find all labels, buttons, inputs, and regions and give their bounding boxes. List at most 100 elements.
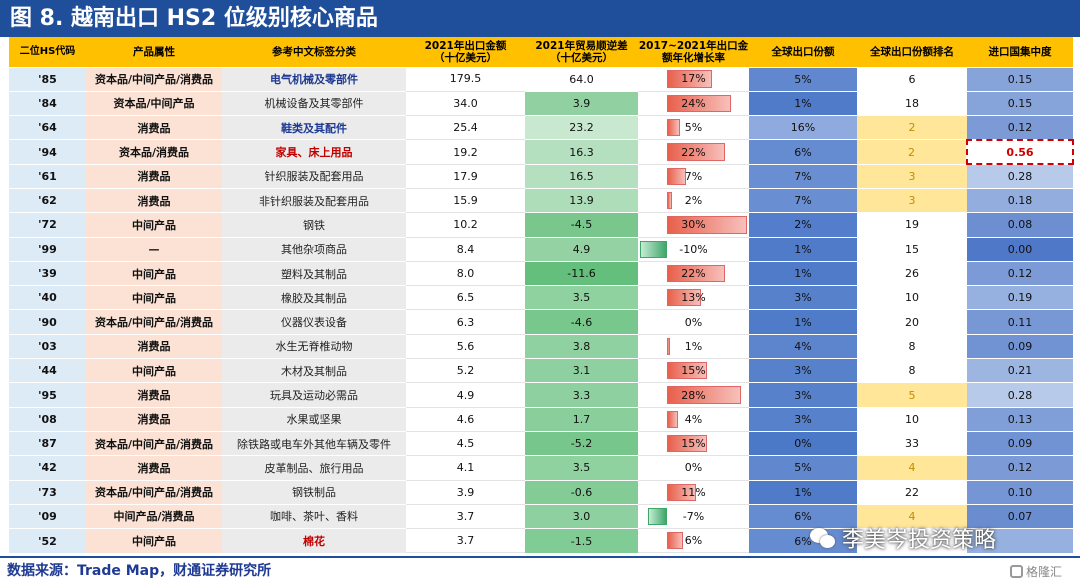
global-share-rank-cell: 20: [857, 309, 967, 335]
export-cagr-cell: 13%: [638, 285, 749, 311]
reference-label-cell: 玩具及运动必需品: [222, 382, 406, 408]
cagr-value: 17%: [681, 72, 706, 86]
reference-label-cell: 咖啡、茶叶、香料: [222, 503, 406, 529]
cagr-bar: [648, 507, 667, 526]
reference-label-cell: 塑料及其制品: [222, 260, 406, 286]
export-amount-cell: 8.4: [406, 237, 525, 262]
cagr-bar: [640, 240, 667, 258]
trade-balance-cell: 3.3: [525, 382, 638, 408]
cagr-value: 5%: [684, 121, 703, 135]
logo-icon: [1010, 565, 1023, 578]
trade-balance-cell: 3.8: [525, 333, 638, 359]
cagr-value: 2%: [684, 194, 703, 208]
table-row: '87 资本品/中间产品/消费品 除铁路或电车外其他车辆及零件 4.5 -5.2 15% 0…: [9, 430, 1073, 457]
product-attr-cell: 消费品: [86, 382, 222, 408]
import-concentration-cell: 0.08: [967, 212, 1073, 238]
import-concentration-cell: 0.21: [967, 358, 1073, 383]
trade-balance-cell: 4.9: [525, 236, 638, 262]
export-amount-cell: 3.7: [406, 528, 525, 554]
product-attr-cell: 资本品/中间产品/消费品: [86, 479, 222, 505]
table-row: '90 资本品/中间产品/消费品 仪器仪表设备 6.3 -4.6 0% 1% 20 0.11: [9, 309, 1073, 335]
trade-balance-cell: 3.0: [525, 503, 638, 529]
export-amount-cell: 5.6: [406, 334, 525, 360]
export-cagr-cell: 7%: [638, 164, 749, 189]
export-cagr-cell: 11%: [638, 480, 749, 505]
export-cagr-cell: 22%: [638, 261, 749, 287]
cagr-bar: [666, 362, 707, 380]
global-share-cell: 6%: [749, 139, 857, 165]
export-amount-cell: 17.9: [406, 164, 525, 189]
export-amount-cell: 8.0: [406, 261, 525, 287]
table-row: '72 中间产品 钢铁 10.2 -4.5 30% 2% 19 0.08: [9, 212, 1073, 238]
global-share-cell: 3%: [749, 406, 857, 432]
reference-label-cell: 仪器仪表设备: [222, 309, 406, 335]
reference-label-cell: 其他杂项商品: [222, 236, 406, 262]
global-share-cell: 2%: [749, 212, 857, 238]
export-amount-cell: 3.9: [406, 480, 525, 505]
hs-code-cell: '94: [9, 139, 86, 165]
export-cagr-cell: 5%: [638, 115, 749, 141]
table-row: '73 资本品/中间产品/消费品 钢铁制品 3.9 -0.6 11% 1% 22 0.10: [9, 479, 1073, 505]
watermark-text: 李美岑投资策略: [842, 528, 997, 553]
col-hs-code: 二位HS代码: [9, 37, 86, 67]
global-share-cell: 5%: [749, 455, 857, 481]
cagr-bar: [666, 434, 707, 453]
export-cagr-cell: 1%: [638, 334, 749, 360]
global-share-rank-cell: 4: [857, 503, 967, 529]
hs-code-cell: '72: [9, 212, 86, 238]
hs-code-cell: '52: [9, 528, 86, 553]
reference-label-cell: 棉花: [222, 528, 406, 553]
global-share-rank-cell: 4: [857, 455, 967, 481]
footer-rule: [0, 556, 1080, 558]
cagr-bar: [666, 410, 678, 428]
product-attr-cell: 资本品/中间产品: [86, 90, 222, 116]
export-cagr-cell: 2%: [638, 188, 749, 214]
trade-balance-cell: -4.6: [525, 309, 638, 335]
import-concentration-cell: 0.56: [966, 138, 1074, 166]
trade-balance-cell: 64.0: [525, 66, 638, 92]
product-attr-cell: 消费品: [86, 333, 222, 359]
cagr-bar: [666, 191, 673, 210]
table-row: '84 资本品/中间产品 机械设备及其零部件 34.0 3.9 24% 1% 18 0.15: [9, 90, 1073, 117]
col-trade-balance: 2021年贸易顺逆差 （十亿美元）: [525, 37, 638, 67]
table-row: '94 资本品/消费品 家具、床上用品 19.2 16.3 22% 6% 2 0.56: [9, 138, 1074, 166]
import-concentration-cell: 0.15: [967, 66, 1073, 92]
product-attr-cell: 中间产品: [86, 358, 222, 383]
global-share-cell: 3%: [749, 382, 857, 408]
global-share-rank-cell: 8: [857, 358, 967, 383]
trade-balance-cell: -4.5: [525, 212, 638, 238]
global-share-cell: 3%: [749, 285, 857, 310]
hs-code-cell: '08: [9, 406, 86, 432]
table-row: '85 资本品/中间产品/消费品 电气机械及零部件 179.5 64.0 17% 5% 6 0.…: [9, 66, 1073, 92]
global-share-rank-cell: 15: [857, 236, 967, 262]
table-row: '61 消费品 针织服装及配套用品 17.9 16.5 7% 7% 3 0.28: [9, 163, 1073, 189]
export-amount-cell: 6.5: [406, 285, 525, 311]
import-concentration-cell: 0.28: [967, 163, 1073, 189]
export-cagr-cell: 0%: [638, 455, 749, 481]
export-cagr-cell: -10%: [638, 237, 749, 262]
table-row: '52 中间产品 棉花 3.7 -1.5 6% 6%: [9, 528, 1073, 554]
global-share-rank-cell: 5: [857, 382, 967, 408]
export-amount-cell: 3.7: [406, 504, 525, 530]
import-concentration-cell: [967, 528, 1073, 553]
cagr-bar: [666, 70, 713, 88]
global-share-rank-cell: 10: [857, 285, 967, 310]
import-concentration-cell: 0.13: [967, 406, 1073, 432]
cagr-value: 0%: [684, 461, 703, 475]
import-concentration-cell: 0.00: [967, 236, 1073, 262]
cagr-value: 7%: [684, 169, 703, 183]
col-import-concentration: 进口国集中度: [967, 37, 1073, 67]
global-share-cell: 6%: [749, 528, 857, 553]
global-share-cell: 1%: [749, 309, 857, 335]
hs2-table: 二位HS代码 产品属性 参考中文标签分类 2021年出口金额 （十亿美元） 20…: [9, 37, 1074, 554]
cagr-value: 22%: [681, 267, 706, 281]
export-cagr-cell: 15%: [638, 431, 749, 457]
global-share-cell: 6%: [749, 503, 857, 529]
export-cagr-cell: 24%: [638, 91, 749, 117]
reference-label-cell: 非针织服装及配套用品: [222, 187, 406, 213]
cagr-bar: [666, 119, 681, 137]
export-cagr-cell: 22%: [638, 139, 749, 165]
cagr-value: 11%: [681, 485, 706, 499]
table-row: '09 中间产品/消费品 咖啡、茶叶、香料 3.7 3.0 -7% 6% 4 0.07: [9, 503, 1073, 530]
col-reference-label: 参考中文标签分类: [222, 37, 406, 67]
